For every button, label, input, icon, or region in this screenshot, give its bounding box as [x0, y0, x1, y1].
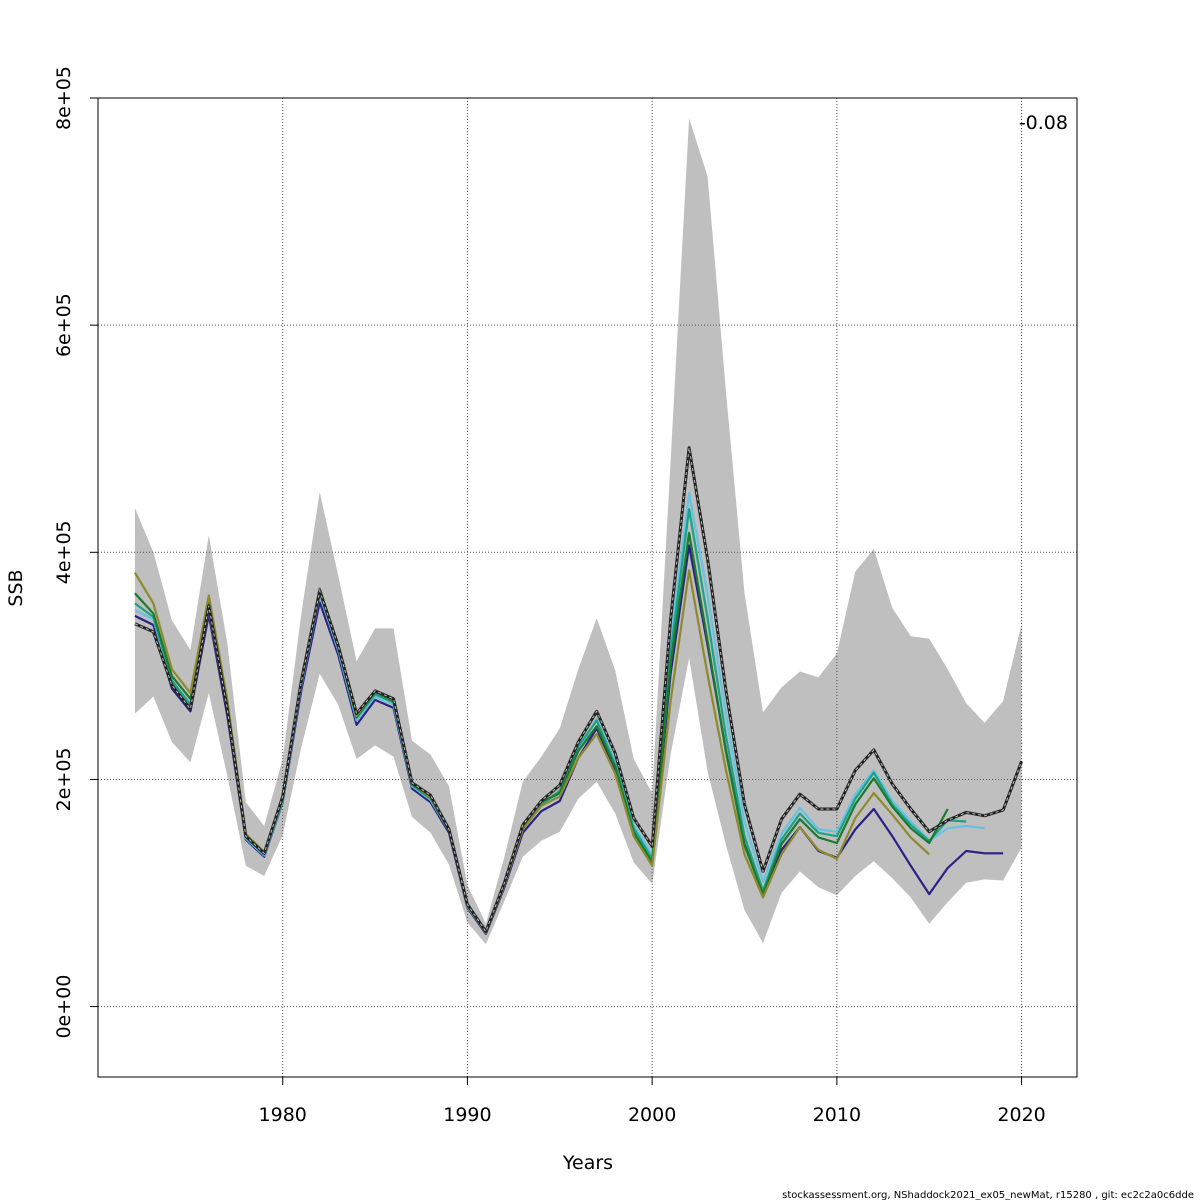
footer-credit: stockassessment.org, NShaddock2021_ex05_… — [782, 1190, 1194, 1200]
series-estimate — [134, 446, 1024, 934]
plot-frame — [97, 97, 1078, 1078]
y-axis-title: SSB — [5, 569, 27, 606]
series-dash-estimate — [134, 447, 1023, 933]
x-tick-label-2020: 2020 — [997, 1104, 1045, 1126]
rho-annotation: -0.08 — [1019, 112, 1068, 134]
confidence-band — [134, 118, 1022, 945]
y-tick-label-6e+05: 6e+05 — [53, 293, 75, 357]
y-tick-label-0e+00: 0e+00 — [53, 975, 75, 1039]
x-tick-label-1980: 1980 — [259, 1104, 307, 1126]
y-tick-label-2e+05: 2e+05 — [53, 747, 75, 811]
x-tick-label-2010: 2010 — [813, 1104, 861, 1126]
x-tick-label-2000: 2000 — [628, 1104, 676, 1126]
x-axis-title: Years — [562, 1152, 613, 1174]
y-tick-label-4e+05: 4e+05 — [53, 520, 75, 584]
x-tick-label-1990: 1990 — [443, 1104, 491, 1126]
y-tick-label-8e+05: 8e+05 — [53, 66, 75, 130]
